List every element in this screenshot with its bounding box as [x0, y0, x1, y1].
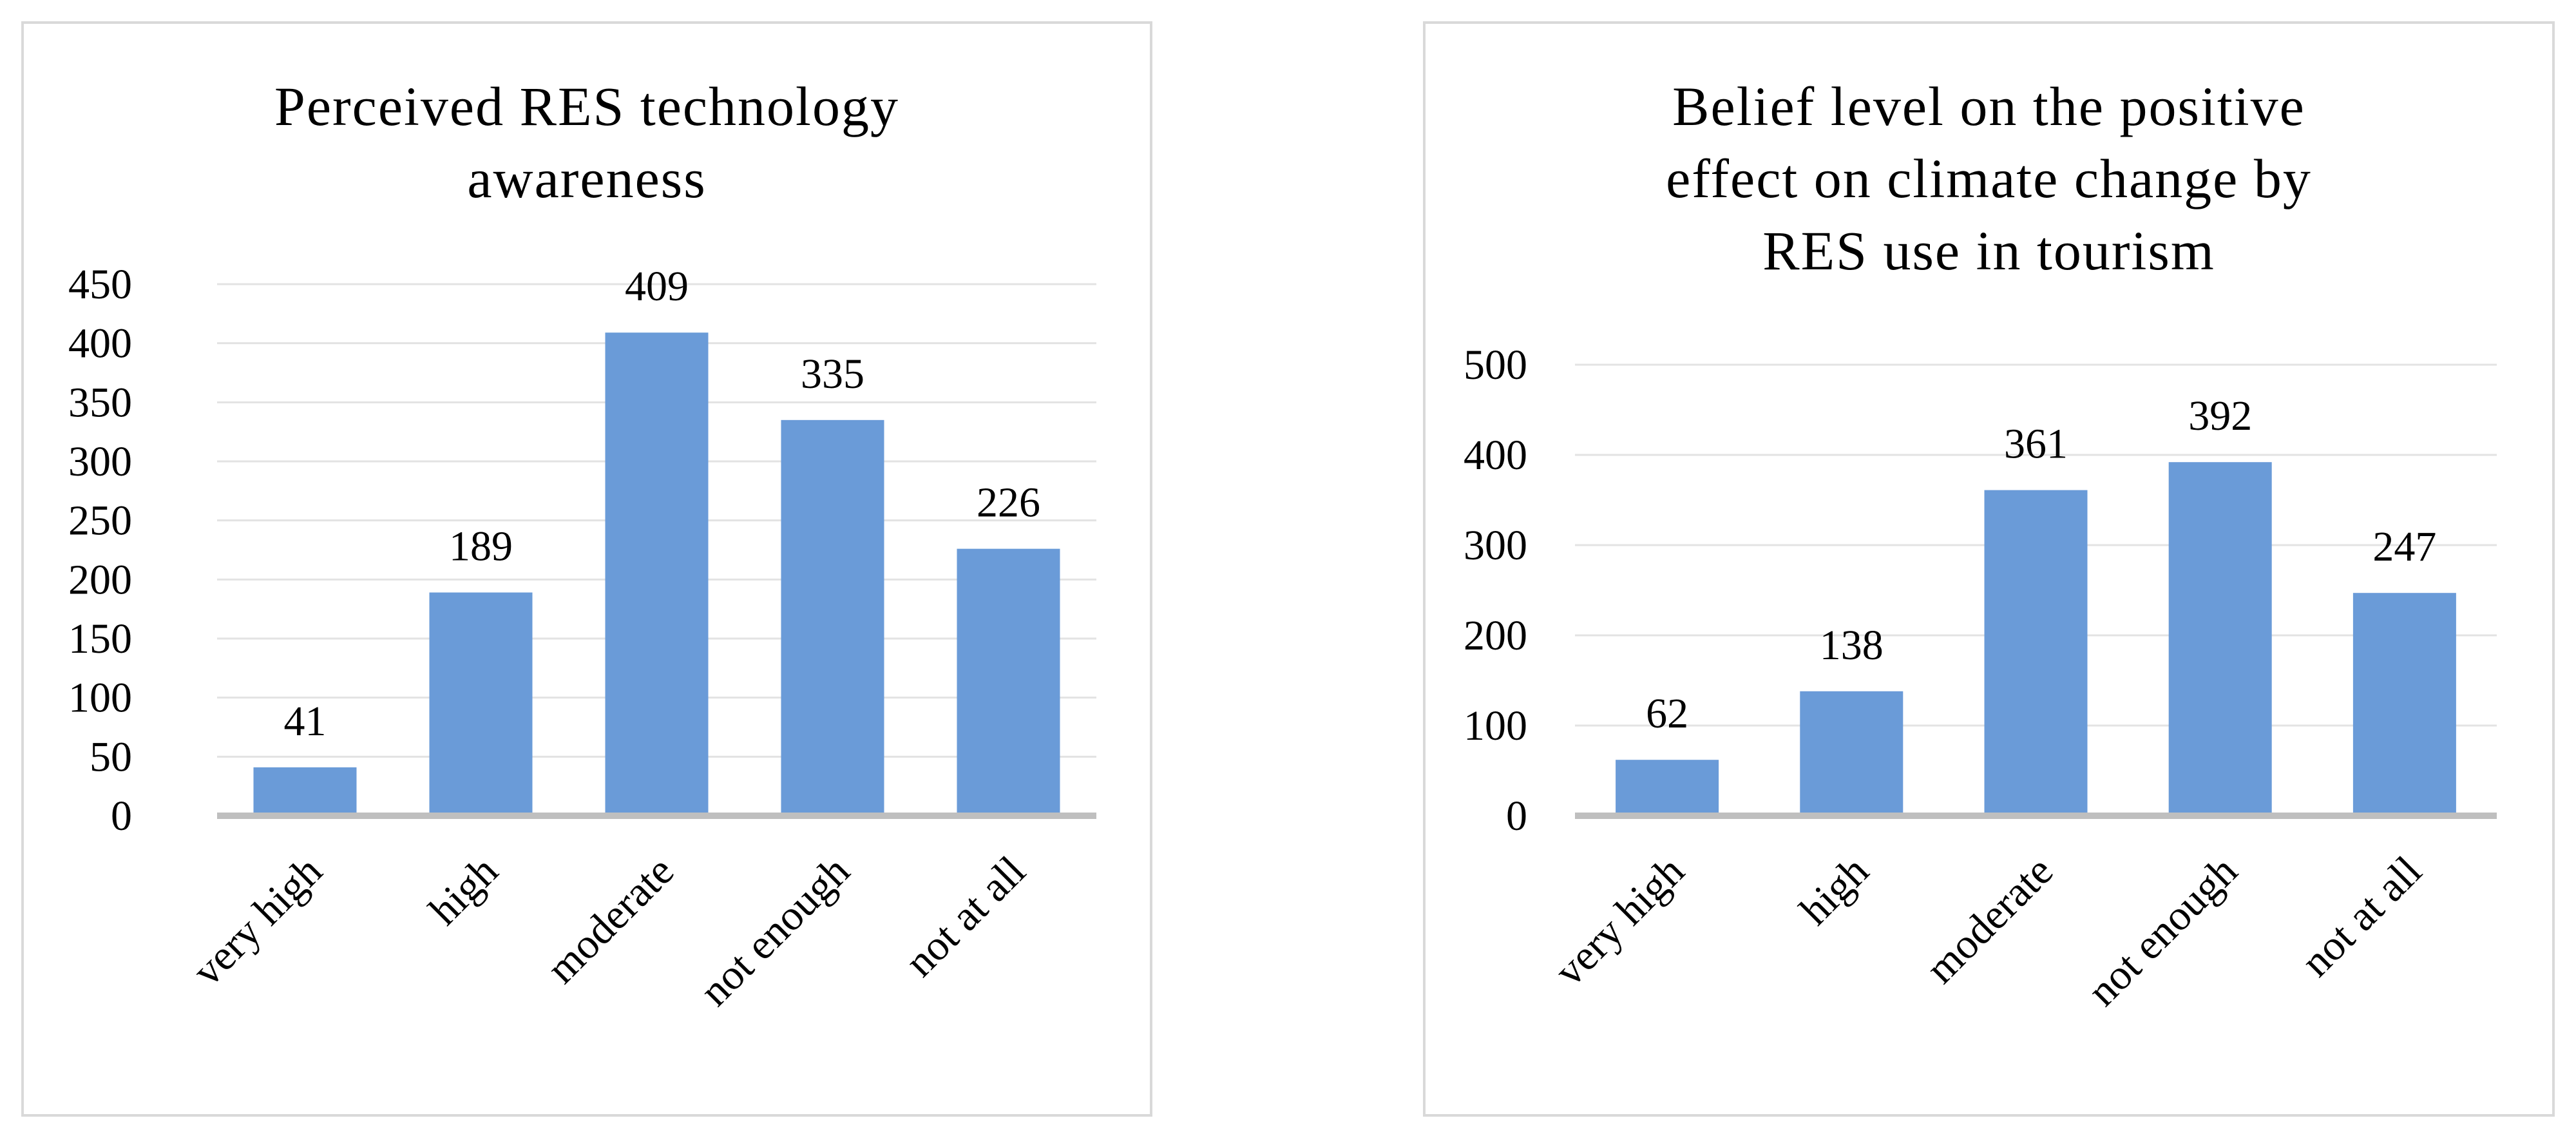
y-tick-label: 0 [111, 793, 132, 840]
chart-panel-awareness: Perceived RES technology awareness 0 50 10… [21, 21, 1152, 1117]
data-label: 62 [1646, 690, 1688, 737]
data-label: 41 [284, 698, 327, 745]
y-tick-label: 350 [68, 379, 132, 426]
x-category-label: very high [184, 847, 331, 995]
bar [957, 548, 1060, 816]
x-category-label: not at all [896, 847, 1035, 986]
bar [253, 767, 357, 816]
y-tick-label: 100 [68, 675, 132, 722]
data-label: 189 [449, 523, 513, 570]
y-tick-label: 450 [68, 261, 132, 308]
y-tick-label: 300 [68, 438, 132, 485]
chart-title-line: RES use in tourism [1762, 220, 2215, 282]
y-tick-label: 100 [1464, 702, 1527, 749]
y-tick-label: 200 [1464, 612, 1527, 659]
y-tick-label: 200 [68, 556, 132, 603]
bar [1800, 691, 1903, 816]
chart-title-line: Belief level on the positive [1672, 75, 2305, 137]
y-tick-label: 50 [90, 733, 132, 780]
x-category-label: moderate [1917, 847, 2062, 992]
data-label: 226 [977, 479, 1040, 526]
chart-title-line: Perceived RES technology [274, 75, 899, 137]
chart-title: Perceived RES technology awareness [24, 70, 1150, 215]
chart-panel-belief: Belief level on the positive effect on c… [1423, 21, 2555, 1117]
y-tick-label: 300 [1464, 522, 1527, 569]
data-label: 247 [2372, 523, 2436, 570]
x-category-label: not at all [2293, 847, 2431, 986]
bar [605, 332, 709, 816]
plot-area: 0 50 100 150 200 250 300 350 400 450 41 very high 18… [68, 261, 1096, 1015]
bar [2352, 593, 2456, 816]
plot-area: 0 100 200 300 400 500 62 very high 138 high 361 mod… [1464, 342, 2497, 1015]
bar [429, 592, 533, 816]
chart-title: Belief level on the positive effect on c… [1426, 70, 2552, 287]
x-category-label: not enough [691, 847, 859, 1015]
chart-title-line: effect on climate change by [1666, 148, 2312, 209]
x-category-label: very high [1546, 847, 1693, 995]
data-label: 335 [801, 351, 864, 398]
bar [781, 419, 884, 816]
y-tick-label: 400 [1464, 432, 1527, 479]
x-category-label: not enough [2079, 847, 2246, 1015]
y-tick-label: 500 [1464, 342, 1527, 389]
y-tick-label: 150 [68, 615, 132, 662]
chart-title-line: awareness [467, 148, 707, 209]
data-label: 409 [625, 263, 689, 310]
data-label: 392 [2188, 392, 2252, 439]
y-tick-label: 250 [68, 497, 132, 544]
x-category-label: high [1791, 847, 1878, 934]
bar [1984, 490, 2088, 816]
bar [2168, 462, 2272, 816]
data-label: 361 [2004, 421, 2068, 468]
bar [1616, 760, 1719, 816]
data-label: 138 [1820, 622, 1884, 669]
y-tick-label: 0 [1506, 793, 1527, 840]
y-tick-label: 400 [68, 320, 132, 367]
x-category-label: moderate [538, 847, 683, 992]
x-category-label: high [421, 847, 508, 934]
